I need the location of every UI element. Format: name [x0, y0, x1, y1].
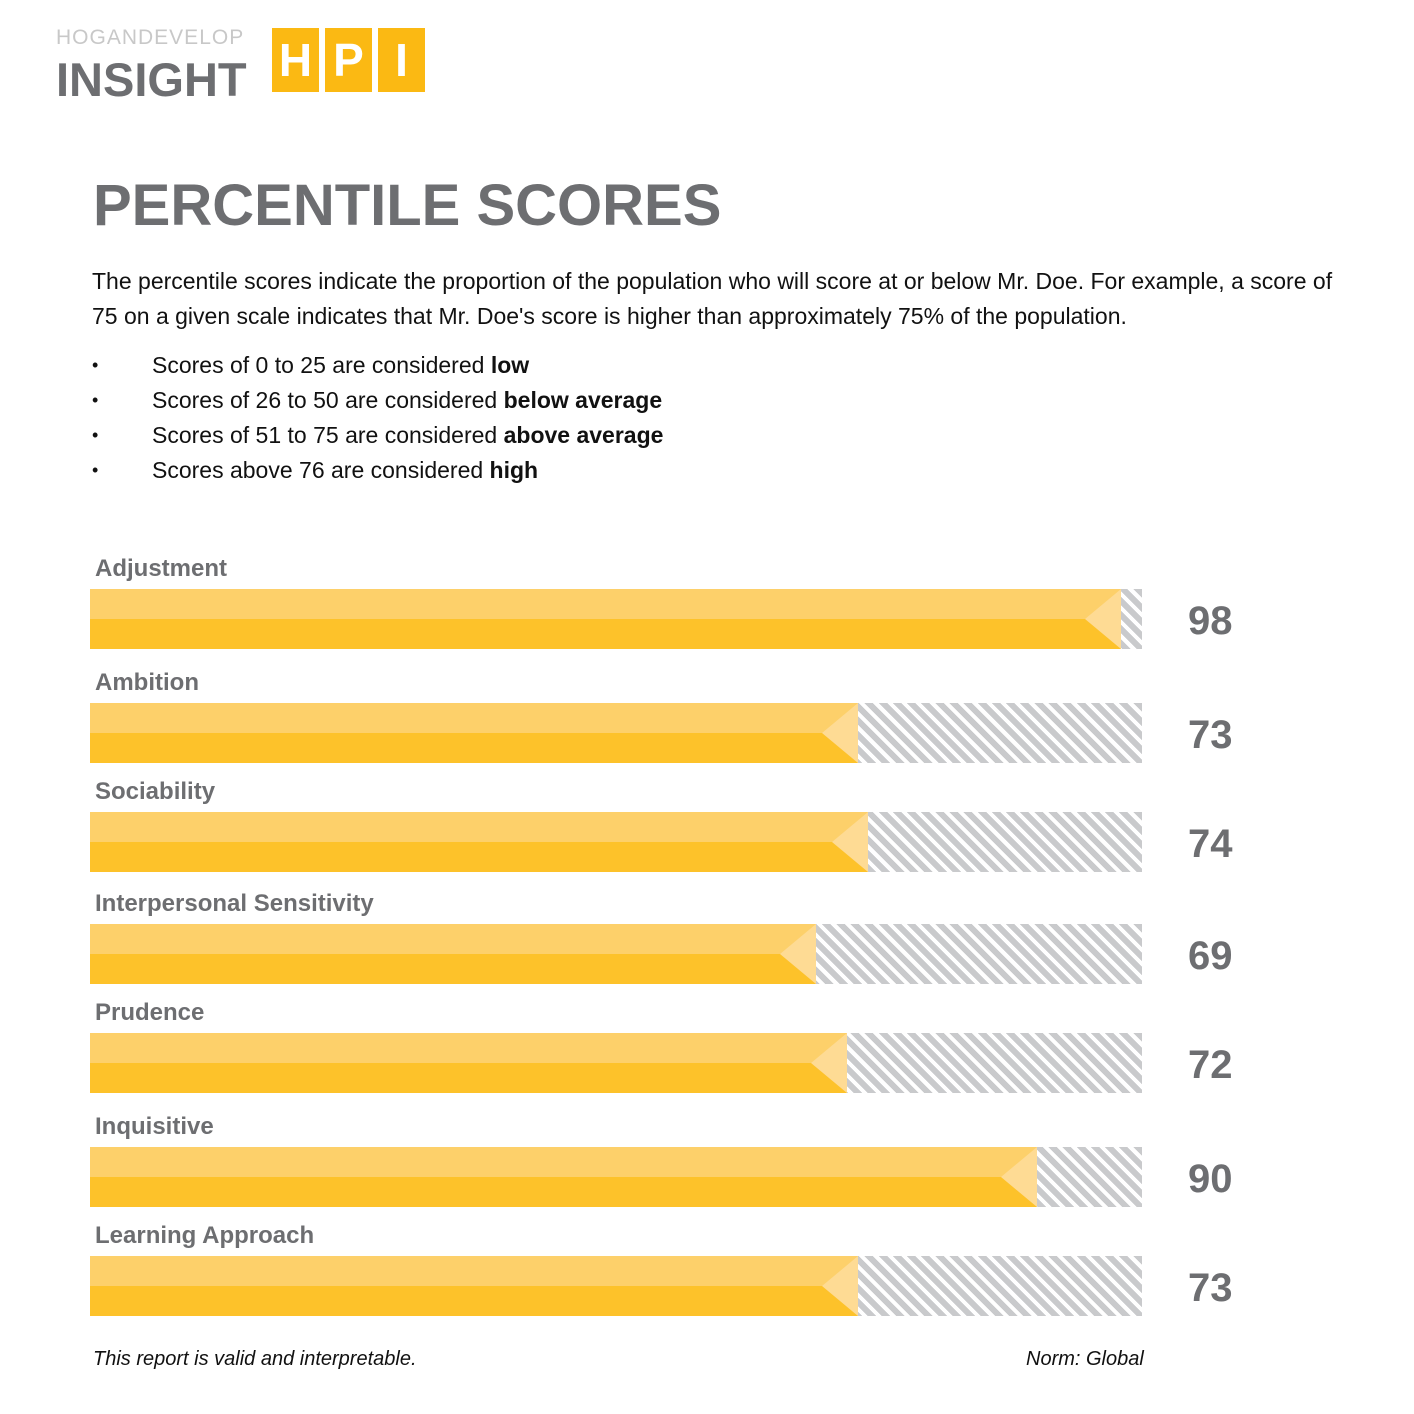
logo-main-text: INSIGHT — [56, 53, 247, 106]
bar-arrow-tip — [1084, 589, 1121, 649]
bullet-text: Scores of 26 to 50 are considered — [152, 387, 504, 413]
logo-top-text: HOGANDEVELOP — [56, 26, 245, 49]
scale-label: Inquisitive — [95, 1113, 214, 1140]
score-bar-fill — [90, 812, 869, 872]
score-bar-fill — [90, 1256, 858, 1316]
bar-arrow-tip — [811, 1033, 848, 1093]
bar-arrow-tip — [832, 812, 869, 872]
score-bar-track — [90, 703, 1142, 763]
score-bar-track — [90, 812, 1142, 872]
bar-arrow-tip — [821, 703, 858, 763]
bullet-text: Scores of 51 to 75 are considered — [152, 422, 504, 448]
page-title: PERCENTILE SCORES — [93, 173, 722, 238]
logo-hpi: H P I — [272, 28, 425, 92]
scale-label: Sociability — [95, 778, 216, 805]
score-value: 74 — [1188, 822, 1233, 866]
bullet-bold: below average — [503, 387, 663, 413]
score-bar-fill — [90, 1033, 848, 1093]
list-item: Scores above 76 are considered high — [92, 453, 663, 488]
bullet-text: Scores of 0 to 25 are considered — [152, 352, 491, 378]
score-value: 90 — [1188, 1157, 1233, 1201]
norm-note: Norm: Global — [1026, 1348, 1144, 1370]
bullet-bold: high — [489, 457, 539, 483]
score-bar-fill — [90, 589, 1121, 649]
intro-text: The percentile scores indicate the propo… — [92, 268, 1333, 329]
score-value: 73 — [1188, 713, 1233, 757]
scale-label: Interpersonal Sensitivity — [95, 890, 374, 917]
bar-arrow-tip — [779, 924, 816, 984]
validity-note: This report is valid and interpretable. — [93, 1348, 417, 1370]
bar-arrow-tip — [821, 1256, 858, 1316]
score-bar-fill — [90, 1147, 1037, 1207]
bullet-text: Scores above 76 are considered — [152, 457, 490, 483]
list-item: Scores of 26 to 50 are considered below … — [92, 383, 663, 418]
score-bar-track — [90, 1256, 1142, 1316]
list-item: Scores of 51 to 75 are considered above … — [92, 418, 663, 453]
list-item: Scores of 0 to 25 are considered low — [92, 348, 663, 383]
bullet-bold: above average — [503, 422, 664, 448]
score-bar-fill — [90, 703, 858, 763]
score-legend-list: Scores of 0 to 25 are considered low Sco… — [92, 348, 663, 488]
score-value: 69 — [1188, 934, 1233, 978]
logo-letter: H — [272, 28, 319, 92]
scale-label: Adjustment — [95, 555, 227, 582]
score-value: 73 — [1188, 1266, 1233, 1310]
scale-label: Ambition — [95, 669, 199, 696]
score-bar-track — [90, 589, 1142, 649]
score-bar-fill — [90, 924, 816, 984]
scale-label: Prudence — [95, 999, 205, 1026]
score-bar-track — [90, 924, 1142, 984]
score-bar-track — [90, 1033, 1142, 1093]
bullet-bold: low — [490, 352, 530, 378]
score-value: 72 — [1188, 1043, 1233, 1087]
bar-arrow-tip — [1000, 1147, 1037, 1207]
score-value: 98 — [1188, 599, 1233, 643]
score-bar-track — [90, 1147, 1142, 1207]
logo-letter: I — [378, 28, 425, 92]
logo-letter: P — [325, 28, 372, 92]
scale-label: Learning Approach — [95, 1222, 315, 1249]
